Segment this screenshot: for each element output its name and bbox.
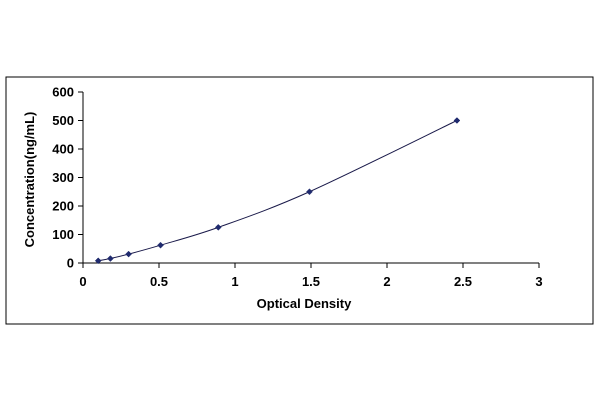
x-tick-label: 1.5 — [302, 274, 320, 289]
data-markers — [94, 117, 461, 265]
y-tick-label: 200 — [52, 199, 74, 214]
x-tick-label: 3 — [535, 274, 542, 289]
y-axis-title: Concentration(ng/mL) — [22, 112, 37, 248]
x-axis-ticks — [82, 263, 540, 268]
x-tick-label: 2.5 — [454, 274, 472, 289]
data-point-marker — [157, 241, 164, 249]
x-tick-label: 1 — [231, 274, 238, 289]
y-axis-tick-labels: 0 100 200 300 400 500 600 — [52, 85, 74, 271]
x-axis-tick-labels: 0 0.5 1 1.5 2 2.5 3 — [79, 274, 542, 289]
data-point-marker — [107, 255, 114, 262]
chart-frame — [5, 76, 594, 325]
data-point-marker — [453, 117, 461, 124]
y-tick-label: 300 — [52, 170, 74, 185]
data-point-marker — [94, 257, 102, 265]
data-point-marker — [306, 188, 313, 196]
y-tick-label: 100 — [52, 227, 74, 242]
y-tick-label: 500 — [52, 113, 74, 128]
data-point-marker — [214, 224, 222, 231]
x-tick-label: 0 — [79, 274, 86, 289]
y-tick-label: 400 — [52, 142, 74, 157]
x-tick-label: 2 — [383, 274, 390, 289]
y-axis-ticks — [78, 91, 83, 264]
y-tick-label: 0 — [67, 256, 74, 271]
x-axis-title: Optical Density — [257, 296, 352, 311]
data-point-marker — [125, 250, 132, 258]
y-tick-label: 600 — [52, 85, 74, 100]
x-tick-label: 0.5 — [150, 274, 168, 289]
